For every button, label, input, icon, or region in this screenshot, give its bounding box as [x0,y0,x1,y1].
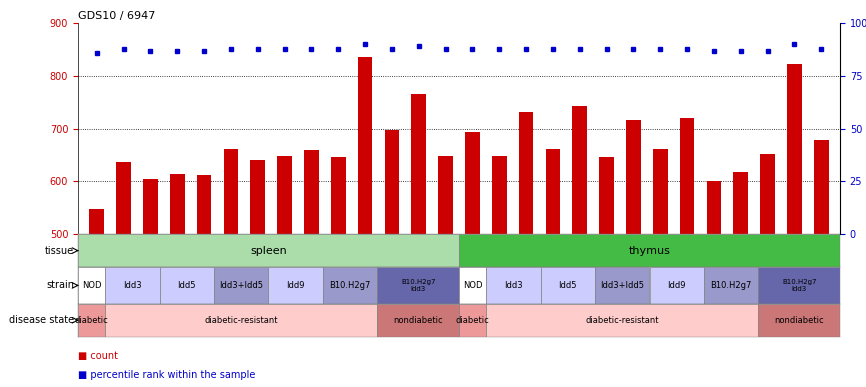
Bar [459,304,486,337]
Bar [268,267,323,304]
Bar [653,149,668,387]
Bar [734,173,748,387]
Bar [223,149,238,387]
Bar [626,120,641,387]
Bar [197,175,211,387]
Text: ■ percentile rank within the sample: ■ percentile rank within the sample [78,370,255,380]
Bar [546,149,560,387]
Text: nondiabetic: nondiabetic [393,316,443,325]
Bar [385,130,399,387]
Bar [595,267,650,304]
Bar [116,162,131,387]
Bar [214,267,268,304]
Bar [572,106,587,387]
Bar [486,267,540,304]
Bar [323,267,378,304]
Bar [787,64,802,387]
Bar [492,156,507,387]
Text: Idd9: Idd9 [668,281,686,290]
Bar [78,267,105,304]
Bar [759,267,840,304]
Bar [760,154,775,387]
Bar [89,209,104,387]
Bar [105,267,159,304]
Bar [250,160,265,387]
Bar [680,118,695,387]
Bar [465,132,480,387]
Text: Idd3+Idd5: Idd3+Idd5 [600,281,644,290]
Text: diabetic-resistant: diabetic-resistant [585,316,659,325]
Bar [170,174,184,387]
Bar [78,304,105,337]
Bar [304,150,319,387]
Text: nondiabetic: nondiabetic [774,316,824,325]
Text: B10.H2g7: B10.H2g7 [710,281,752,290]
Text: Idd3: Idd3 [123,281,142,290]
Bar [814,140,829,387]
Text: tissue: tissue [45,246,74,255]
Text: Idd3: Idd3 [504,281,523,290]
Bar [540,267,595,304]
Text: diabetic: diabetic [456,316,489,325]
Bar [459,234,840,267]
Text: Idd3+Idd5: Idd3+Idd5 [219,281,263,290]
Text: Idd5: Idd5 [178,281,196,290]
Bar [378,304,459,337]
Text: B10.H2g7
Idd3: B10.H2g7 Idd3 [782,279,817,292]
Bar [599,157,614,387]
Text: spleen: spleen [250,246,287,255]
Text: B10.H2g7: B10.H2g7 [329,281,371,290]
Text: Idd5: Idd5 [559,281,577,290]
Text: disease state: disease state [9,315,74,325]
Bar [459,267,486,304]
Bar [759,304,840,337]
Bar [650,267,704,304]
Bar [704,267,759,304]
Bar [78,234,459,267]
Text: thymus: thymus [629,246,670,255]
Text: NOD: NOD [462,281,482,290]
Text: NOD: NOD [81,281,101,290]
Text: strain: strain [46,281,74,290]
Bar [486,304,759,337]
Text: GDS10 / 6947: GDS10 / 6947 [78,11,155,21]
Bar [438,156,453,387]
Bar [159,267,214,304]
Text: Idd9: Idd9 [287,281,305,290]
Bar [277,156,292,387]
Bar [358,57,372,387]
Bar [519,112,533,387]
Bar [378,267,459,304]
Bar [411,94,426,387]
Text: diabetic: diabetic [74,316,108,325]
Bar [143,179,158,387]
Bar [707,182,721,387]
Bar [105,304,378,337]
Text: B10.H2g7
Idd3: B10.H2g7 Idd3 [401,279,436,292]
Text: diabetic-resistant: diabetic-resistant [204,316,278,325]
Text: ■ count: ■ count [78,351,118,361]
Bar [331,157,346,387]
